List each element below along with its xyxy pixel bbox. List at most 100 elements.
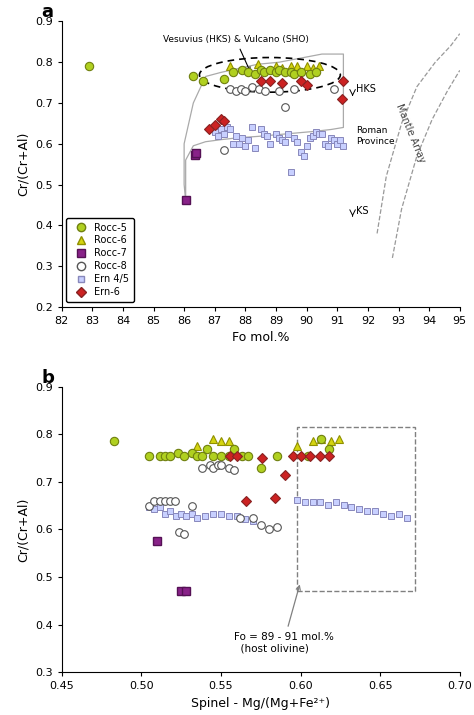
Rocc-5 xyxy=(283,68,288,77)
Ern 4/5 xyxy=(301,152,306,160)
Rocc-6 xyxy=(227,62,233,71)
Text: KS: KS xyxy=(356,206,368,216)
Rocc-8 xyxy=(238,84,244,93)
Rocc-8 xyxy=(221,146,227,154)
Line: Ern-6: Ern-6 xyxy=(205,77,347,133)
Rocc-5 xyxy=(267,66,273,74)
Bar xyxy=(297,427,415,591)
Ern 4/5 xyxy=(310,132,316,140)
Rocc-8 xyxy=(256,84,262,93)
Ern 4/5 xyxy=(237,139,242,148)
Ern-6 xyxy=(258,77,264,85)
Rocc-7 xyxy=(193,149,199,157)
Ern 4/5 xyxy=(221,129,227,138)
Rocc-6 xyxy=(310,64,316,73)
Rocc-6 xyxy=(255,60,261,69)
Ern 4/5 xyxy=(316,129,322,138)
Ern 4/5 xyxy=(227,125,233,134)
Rocc-5 xyxy=(221,74,227,83)
Ern-6 xyxy=(298,77,303,85)
Ern 4/5 xyxy=(252,144,257,152)
Ern 4/5 xyxy=(218,125,224,134)
Ern 4/5 xyxy=(233,132,239,140)
Ern-6 xyxy=(206,125,211,134)
X-axis label: Fo mol.%: Fo mol.% xyxy=(232,332,290,345)
Text: Roman
Province: Roman Province xyxy=(356,126,394,146)
Ern 4/5 xyxy=(215,132,221,140)
Y-axis label: Cr/(Cr+Al): Cr/(Cr+Al) xyxy=(16,132,29,197)
Ern 4/5 xyxy=(298,147,303,156)
Ern 4/5 xyxy=(249,123,255,132)
Rocc-6 xyxy=(273,62,279,71)
Ern 4/5 xyxy=(292,134,297,142)
Rocc-5 xyxy=(252,70,257,79)
Rocc-8 xyxy=(283,103,288,112)
Ern 4/5 xyxy=(295,137,301,146)
Rocc-6 xyxy=(316,62,322,71)
Rocc-8 xyxy=(292,84,297,93)
Rocc-5 xyxy=(230,68,236,77)
Rocc-5 xyxy=(276,66,282,74)
Ern-6 xyxy=(212,121,218,129)
Ern 4/5 xyxy=(304,142,310,150)
Y-axis label: Cr/(Cr+Al): Cr/(Cr+Al) xyxy=(16,497,29,561)
Text: a: a xyxy=(42,4,54,21)
Ern 4/5 xyxy=(246,135,251,144)
X-axis label: Spinel - Mg/(Mg+Fe²⁺): Spinel - Mg/(Mg+Fe²⁺) xyxy=(191,696,330,710)
Ern 4/5 xyxy=(267,139,273,148)
Rocc-5 xyxy=(86,62,92,71)
Rocc-5 xyxy=(298,68,303,77)
Ern 4/5 xyxy=(273,129,279,138)
Text: Mantle Array: Mantle Array xyxy=(394,102,427,164)
Rocc-5 xyxy=(307,70,312,79)
Rocc-5 xyxy=(313,68,319,77)
Ern 4/5 xyxy=(258,125,264,134)
Rocc-5 xyxy=(289,68,294,77)
Text: b: b xyxy=(42,368,55,387)
Ern 4/5 xyxy=(307,134,312,142)
Text: Fo = 89 - 91 mol.%
  (host olivine): Fo = 89 - 91 mol.% (host olivine) xyxy=(234,586,334,654)
Ern 4/5 xyxy=(325,142,331,150)
Rocc-6 xyxy=(279,64,285,73)
Ern 4/5 xyxy=(322,139,328,148)
Rocc-8 xyxy=(249,82,255,91)
Ern-6 xyxy=(279,79,285,87)
Line: Rocc-5: Rocc-5 xyxy=(85,62,320,85)
Line: Rocc-7: Rocc-7 xyxy=(182,149,201,204)
Rocc-8 xyxy=(263,87,268,95)
Ern 4/5 xyxy=(313,127,319,136)
Rocc-6 xyxy=(295,62,301,71)
Rocc-6 xyxy=(289,62,294,71)
Rocc-5 xyxy=(273,68,279,77)
Rocc-7 xyxy=(192,151,198,159)
Rocc-8 xyxy=(331,84,337,93)
Legend: Rocc-5, Rocc-6, Rocc-7, Rocc-8, Ern 4/5, Ern-6: Rocc-5, Rocc-6, Rocc-7, Rocc-8, Ern 4/5,… xyxy=(66,217,134,302)
Rocc-7 xyxy=(183,196,189,204)
Rocc-5 xyxy=(261,68,266,77)
Ern 4/5 xyxy=(239,134,245,142)
Ern-6 xyxy=(218,115,224,124)
Rocc-5 xyxy=(239,66,245,74)
Ern 4/5 xyxy=(212,127,218,136)
Ern 4/5 xyxy=(337,135,343,144)
Line: Rocc-6: Rocc-6 xyxy=(226,60,323,72)
Ern 4/5 xyxy=(276,134,282,142)
Rocc-5 xyxy=(246,68,251,77)
Rocc-5 xyxy=(200,77,205,85)
Ern-6 xyxy=(221,117,227,126)
Rocc-5 xyxy=(258,66,264,74)
Rocc-6 xyxy=(304,62,310,71)
Ern 4/5 xyxy=(285,129,291,138)
Rocc-5 xyxy=(191,72,196,81)
Text: Vesuvius (HKS) & Vulcano (SHO): Vesuvius (HKS) & Vulcano (SHO) xyxy=(163,35,309,71)
Ern 4/5 xyxy=(264,132,270,140)
Rocc-8 xyxy=(276,87,282,95)
Rocc-8 xyxy=(243,87,248,95)
Ern 4/5 xyxy=(328,134,334,142)
Ern-6 xyxy=(340,77,346,85)
Rocc-8 xyxy=(227,84,233,93)
Rocc-8 xyxy=(233,87,239,95)
Ern 4/5 xyxy=(283,137,288,146)
Line: Ern 4/5: Ern 4/5 xyxy=(211,124,346,175)
Ern-6 xyxy=(267,77,273,85)
